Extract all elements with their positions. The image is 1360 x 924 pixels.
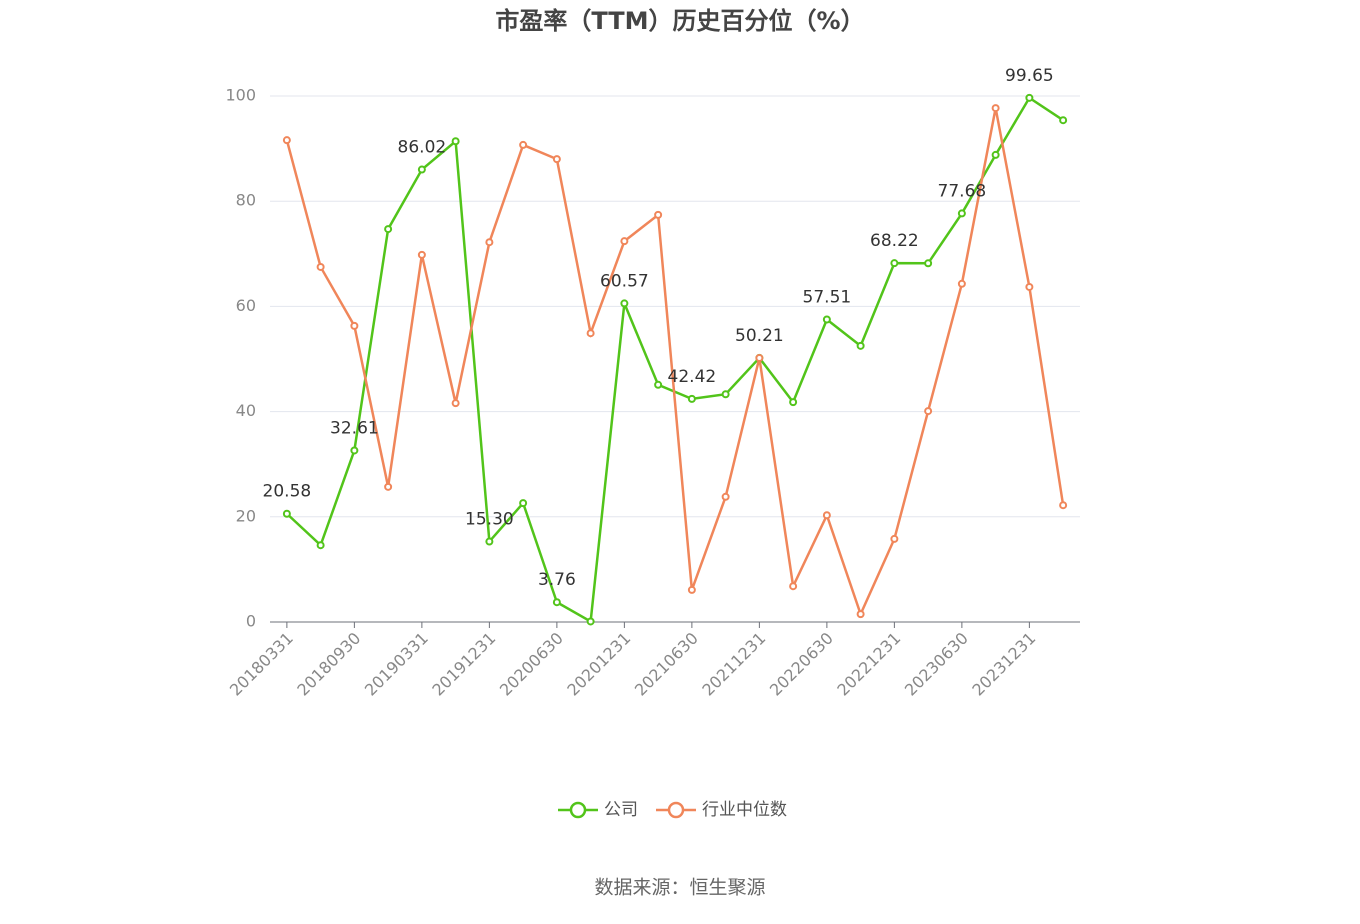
point bbox=[789, 582, 798, 591]
chart-title: 市盈率（TTM）历史百分位（%） bbox=[495, 7, 864, 35]
point bbox=[687, 394, 696, 403]
point bbox=[485, 238, 494, 247]
x-tick-label: 20221231 bbox=[833, 629, 904, 700]
data-label: 60.57 bbox=[600, 271, 649, 291]
data-label: 15.30 bbox=[465, 510, 514, 530]
point bbox=[1025, 93, 1034, 102]
point bbox=[856, 610, 865, 619]
point bbox=[350, 446, 359, 455]
series-line bbox=[285, 107, 1065, 618]
point bbox=[1025, 282, 1034, 291]
data-label: 32.61 bbox=[330, 418, 379, 438]
point bbox=[586, 617, 595, 626]
point bbox=[890, 259, 899, 268]
x-tick-label: 20191231 bbox=[428, 629, 499, 700]
x-tick-label: 20220630 bbox=[766, 629, 837, 700]
point bbox=[350, 321, 359, 330]
point bbox=[721, 390, 730, 399]
point bbox=[654, 380, 663, 389]
point bbox=[822, 315, 831, 324]
point bbox=[384, 482, 393, 491]
point bbox=[485, 537, 494, 546]
data-label: 68.22 bbox=[870, 231, 919, 251]
point bbox=[721, 492, 730, 501]
legend-marker[interactable] bbox=[569, 801, 587, 819]
point bbox=[417, 250, 426, 259]
point bbox=[991, 104, 1000, 113]
point bbox=[417, 165, 426, 174]
point bbox=[552, 155, 561, 164]
x-tick-label: 20201231 bbox=[563, 629, 634, 700]
x-tick-label: 20200630 bbox=[496, 629, 567, 700]
point bbox=[687, 585, 696, 594]
y-tick-label: 80 bbox=[236, 191, 256, 210]
x-tick-label: 20211231 bbox=[698, 629, 769, 700]
point bbox=[789, 398, 798, 407]
point bbox=[822, 511, 831, 520]
series-line bbox=[286, 96, 1064, 624]
x-tick-label: 20230630 bbox=[901, 629, 972, 700]
y-tick-label: 60 bbox=[236, 296, 256, 315]
point bbox=[1059, 116, 1068, 125]
source: 数据来源：恒生聚源 bbox=[594, 877, 765, 899]
data-label: 3.76 bbox=[538, 570, 576, 590]
x-tick-label: 20180930 bbox=[293, 629, 364, 700]
point bbox=[1059, 501, 1068, 510]
data-label: 20.58 bbox=[263, 482, 312, 502]
data-label: 77.68 bbox=[938, 181, 987, 201]
data-label: 42.42 bbox=[668, 367, 717, 387]
legend-label[interactable]: 行业中位数 bbox=[702, 800, 787, 820]
point bbox=[654, 210, 663, 219]
x-tick-label: 20190331 bbox=[361, 629, 432, 700]
legend-marker[interactable] bbox=[667, 801, 685, 819]
point bbox=[586, 329, 595, 338]
y-tick-label: 100 bbox=[225, 86, 256, 105]
point bbox=[890, 534, 899, 543]
point bbox=[620, 299, 629, 308]
point bbox=[451, 399, 460, 408]
data-label: 57.51 bbox=[803, 287, 852, 307]
point bbox=[620, 237, 629, 246]
point bbox=[755, 353, 764, 362]
y-tick-label: 40 bbox=[236, 401, 256, 420]
x-tick-label: 20180331 bbox=[226, 629, 297, 700]
data-label: 50.21 bbox=[735, 326, 784, 346]
point bbox=[282, 509, 291, 518]
data-label: 86.02 bbox=[398, 138, 447, 158]
x-tick-label: 20210630 bbox=[631, 629, 702, 700]
point bbox=[316, 262, 325, 271]
point bbox=[451, 137, 460, 146]
point bbox=[924, 259, 933, 268]
point bbox=[856, 341, 865, 350]
point bbox=[924, 407, 933, 416]
x-tick-label: 20231231 bbox=[968, 629, 1039, 700]
point bbox=[316, 541, 325, 550]
point bbox=[519, 140, 528, 149]
data-label: 99.65 bbox=[1005, 66, 1054, 86]
legend-label[interactable]: 公司 bbox=[604, 800, 638, 820]
point bbox=[552, 598, 561, 607]
y-tick-label: 20 bbox=[236, 506, 256, 525]
point bbox=[384, 225, 393, 234]
point bbox=[282, 136, 291, 145]
point bbox=[957, 279, 966, 288]
point bbox=[519, 499, 528, 508]
point bbox=[991, 150, 1000, 159]
y-tick-label: 0 bbox=[246, 612, 256, 631]
point bbox=[957, 209, 966, 218]
